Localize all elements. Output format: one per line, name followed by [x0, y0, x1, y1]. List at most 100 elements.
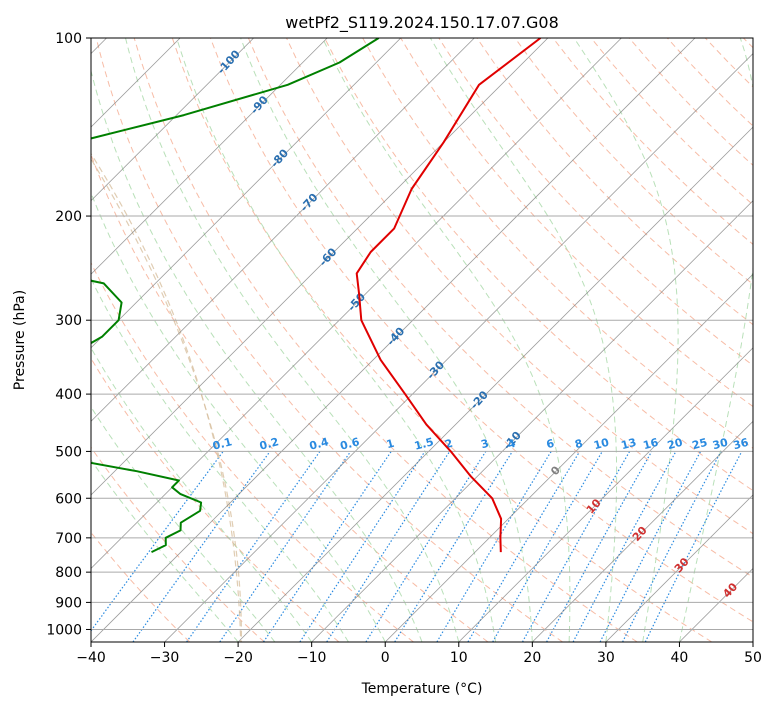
mixing-ratio-label: 16	[642, 436, 660, 453]
isotherm-line	[91, 38, 328, 275]
mixing-ratio-line	[599, 451, 702, 642]
isotherm-line	[532, 420, 753, 642]
y-tick-label: 600	[55, 491, 82, 507]
moist-adiabats	[91, 38, 753, 642]
moist-adiabat	[91, 68, 423, 642]
y-tick-label: 400	[55, 387, 82, 403]
isotherm-line	[164, 52, 753, 642]
y-tick-label: 900	[55, 595, 82, 611]
isotherm-line	[311, 200, 753, 642]
dry-adiabat	[286, 38, 753, 535]
mixing-ratio-line	[299, 451, 426, 642]
mixing-ratio-line	[132, 451, 271, 642]
mixing-ratio-line	[91, 451, 224, 632]
dry-adiabat	[133, 38, 638, 642]
dry-adiabat	[514, 38, 753, 285]
x-tick-label: 20	[523, 650, 541, 666]
chart-title: wetPf2_S119.2024.150.17.07.G08	[285, 13, 559, 33]
mixing-ratio-label: 1.5	[413, 435, 435, 453]
isotherm-line	[605, 494, 753, 642]
mixing-ratio-line	[572, 451, 677, 642]
mixing-ratio-label: 3	[480, 437, 491, 452]
mixing-ratio-label: 1	[385, 437, 396, 452]
mixing-ratio-label: 20	[666, 436, 684, 453]
x-tick-label: −40	[76, 650, 106, 666]
mixing-ratio-label: 0.4	[308, 435, 331, 453]
mixing-ratio-label: 36	[732, 436, 750, 453]
mixing-ratio-line	[622, 451, 722, 642]
sounding-series	[91, 38, 542, 553]
moist-adiabat	[678, 38, 753, 642]
moist-adiabat	[125, 38, 460, 642]
moist-adiabat	[91, 406, 276, 642]
mixing-ratio-line	[219, 451, 352, 642]
dry-adiabat	[324, 38, 753, 492]
x-axis-label: Temperature (°C)	[361, 681, 483, 697]
frame-curve	[91, 157, 243, 642]
y-tick-label: 200	[55, 209, 82, 225]
x-tick-label: 0	[381, 650, 390, 666]
y-tick-label: 1000	[46, 622, 82, 638]
mixing-ratio-lines	[91, 451, 743, 642]
mixing-ratio-label: 6	[545, 437, 556, 452]
x-tick-label: 10	[450, 650, 468, 666]
isotherm-line	[91, 38, 549, 496]
isotherm-line	[458, 347, 753, 642]
mixing-ratio-line	[262, 451, 392, 642]
isotherm-line	[384, 273, 753, 642]
moist-adiabat	[429, 38, 618, 642]
mixing-ratio-line	[365, 451, 487, 642]
x-tick-label: −10	[297, 650, 327, 666]
mixing-ratio-line	[326, 451, 451, 642]
isotherm-line	[91, 38, 622, 570]
mixing-ratio-labels: 0.1 0.2 0.4 0.6 1 1.5 2 3 4 6 8 10 13 16 20 25 30 36	[211, 435, 750, 453]
moist-adiabat	[91, 458, 239, 642]
dry-adiabat	[91, 446, 265, 642]
mixing-ratio-label: 0.2	[258, 435, 280, 453]
y-axis: 100 200 300 400 500 600 700 800 900 1000	[46, 31, 91, 638]
x-tick-label: 30	[597, 650, 615, 666]
plot-area: -100-90-80-70-60-50-40-30-20-10010203040…	[91, 38, 753, 642]
isotherm-line	[91, 38, 696, 642]
pressure-gridlines	[91, 38, 753, 630]
mixing-ratio-label: 10	[592, 436, 610, 453]
mixing-ratio-line	[186, 451, 321, 642]
mixing-ratio-line	[546, 451, 653, 642]
mixing-ratio-line	[521, 451, 631, 642]
moist-adiabat	[322, 38, 571, 642]
x-tick-label: −20	[223, 650, 253, 666]
temperature-series-line	[355, 38, 542, 553]
mixing-ratio-label: 0.1	[211, 435, 233, 453]
isotherm-line	[91, 38, 402, 349]
x-tick-label: 40	[671, 650, 689, 666]
moist-adiabat	[240, 38, 533, 642]
mixing-ratio-line	[644, 451, 743, 642]
dry-adiabat	[209, 38, 753, 623]
isotherm-line	[91, 38, 254, 202]
isotherm-line	[237, 126, 753, 642]
mixing-ratio-label: 30	[711, 436, 729, 453]
mixing-ratio-label: 25	[691, 436, 709, 453]
mixing-ratio-line	[436, 451, 552, 642]
y-tick-label: 100	[55, 31, 82, 47]
dry-adiabat	[247, 38, 753, 578]
mixing-ratio-line	[394, 451, 513, 642]
x-axis: −40 −30 −20 −10 0 10 20 30 40 50	[76, 642, 762, 666]
plot-frame	[90, 37, 754, 643]
mixing-ratio-label: 13	[620, 436, 638, 453]
y-axis-label: Pressure (hPa)	[12, 290, 28, 390]
moist-adiabat	[573, 38, 679, 642]
isotherms	[91, 38, 753, 642]
mixing-ratio-label: 2	[443, 437, 454, 452]
moist-adiabat	[176, 38, 497, 642]
mixing-ratio-label: 8	[573, 437, 584, 452]
dry-adiabat	[95, 38, 563, 642]
y-tick-label: 800	[55, 565, 82, 581]
y-tick-label: 500	[55, 444, 82, 460]
y-tick-label: 300	[55, 313, 82, 329]
moist-adiabat	[91, 191, 386, 642]
isotherm-line	[91, 38, 475, 422]
y-tick-label: 700	[55, 531, 82, 547]
mixing-ratio-label: 4	[506, 437, 517, 452]
